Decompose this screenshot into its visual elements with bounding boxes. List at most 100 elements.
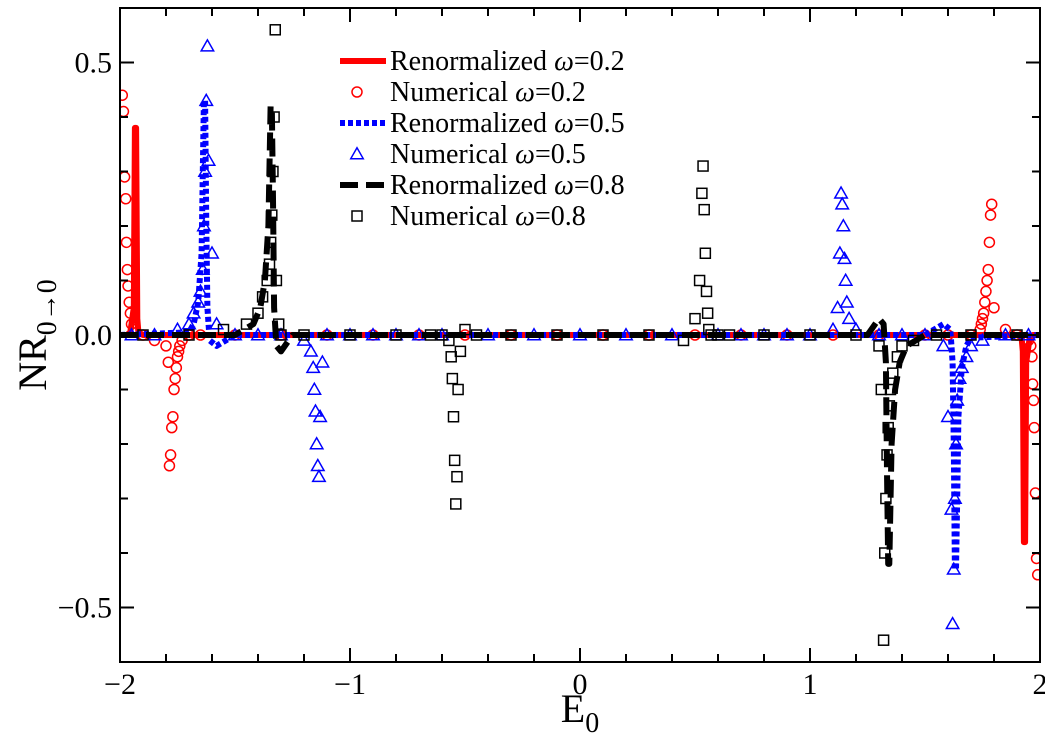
data-point — [712, 329, 724, 341]
data-point — [172, 345, 185, 358]
data-point — [825, 321, 841, 335]
legend-entry: Numerical ω=0.5 — [349, 139, 586, 170]
data-point — [677, 334, 690, 347]
data-point — [197, 163, 213, 177]
data-point — [879, 547, 891, 559]
data-point — [947, 490, 963, 504]
data-point — [269, 24, 281, 36]
data-point — [841, 310, 857, 325]
data-point — [697, 160, 709, 172]
data-point — [982, 263, 994, 276]
data-point — [949, 392, 965, 406]
data-point — [850, 329, 862, 341]
data-point — [597, 329, 609, 341]
data-point — [948, 436, 964, 450]
data-point — [122, 280, 134, 292]
data-point — [963, 338, 979, 352]
data-point — [693, 274, 706, 287]
data-point — [907, 334, 920, 347]
data-point — [980, 285, 992, 298]
data-point — [1011, 329, 1023, 341]
y-tick-label: 0.5 — [75, 47, 113, 80]
legend-entry: Renormalized ω=0.2 — [340, 46, 625, 77]
tick-labels: −2 −1 0 1 2 −0.5 0.0 0.5 — [58, 47, 1045, 702]
data-point — [443, 334, 455, 347]
data-point — [883, 400, 896, 412]
data-point — [1025, 340, 1037, 352]
data-point — [209, 316, 225, 330]
data-point — [881, 449, 893, 461]
legend-label: Numerical ω=0.5 — [390, 139, 586, 170]
data-point — [267, 165, 279, 178]
data-point — [268, 111, 280, 123]
legend-entry: Renormalized ω=0.5 — [340, 108, 625, 139]
data-point — [424, 329, 437, 341]
data-point — [958, 349, 974, 363]
y-axis-title-subscript: 0→0 — [32, 279, 63, 335]
data-point — [310, 458, 326, 472]
data-point — [164, 449, 177, 461]
data-point — [891, 351, 904, 363]
data-point — [454, 345, 467, 358]
data-point — [983, 236, 996, 249]
data-point — [344, 329, 356, 341]
data-point — [1028, 421, 1040, 434]
legend-label: Renormalized ω=0.5 — [390, 108, 625, 139]
data-point — [887, 367, 899, 379]
data-point — [452, 383, 464, 396]
data-point — [160, 340, 172, 352]
legend-label: Numerical ω=0.8 — [390, 201, 586, 232]
legend-entry: Numerical ω=0.8 — [351, 201, 586, 232]
data-point — [270, 274, 283, 287]
data-point — [446, 372, 459, 385]
data-point — [882, 421, 894, 434]
data-point — [201, 152, 217, 167]
data-point — [833, 185, 849, 199]
data-point — [804, 329, 816, 341]
x-tick-label: 2 — [1033, 668, 1045, 701]
data-point — [997, 327, 1014, 341]
y-axis-title: NR0→0 — [10, 279, 63, 391]
data-point — [166, 421, 178, 434]
series-4 — [123, 38, 1037, 630]
data-point — [390, 329, 402, 341]
data-point — [965, 329, 977, 341]
data-point — [170, 361, 183, 374]
legend-entry: Renormalized ω=0.8 — [340, 170, 625, 201]
data-point — [252, 307, 264, 319]
data-point — [307, 403, 324, 417]
x-axis-title-subscript: 0 — [585, 708, 599, 737]
data-point — [723, 329, 736, 341]
data-point — [120, 193, 132, 205]
data-point — [272, 318, 285, 330]
x-tick-label: 0 — [573, 668, 588, 701]
legend-label: Renormalized ω=0.2 — [390, 46, 625, 77]
data-point — [700, 285, 713, 298]
data-point — [988, 302, 1000, 314]
data-point — [551, 329, 563, 341]
data-point — [701, 307, 714, 319]
data-point — [264, 236, 277, 249]
data-point — [124, 307, 137, 319]
y-axis-title-main: NR — [10, 335, 55, 391]
data-point — [838, 272, 854, 286]
data-point — [873, 340, 885, 352]
data-point — [312, 408, 328, 423]
data-point — [977, 307, 990, 319]
data-point — [984, 209, 997, 221]
data-point — [618, 327, 634, 341]
legend-swatch — [351, 86, 363, 98]
series-5 — [120, 103, 1040, 567]
data-point — [450, 498, 462, 510]
legend-label: Numerical ω=0.2 — [390, 77, 586, 108]
data-point — [835, 218, 851, 232]
data-point — [945, 616, 961, 630]
data-point — [240, 318, 253, 330]
data-point — [198, 92, 214, 107]
data-point — [192, 283, 209, 297]
data-point — [303, 343, 319, 357]
data-point — [877, 634, 890, 646]
data-point — [309, 436, 325, 450]
data-point — [935, 338, 951, 352]
